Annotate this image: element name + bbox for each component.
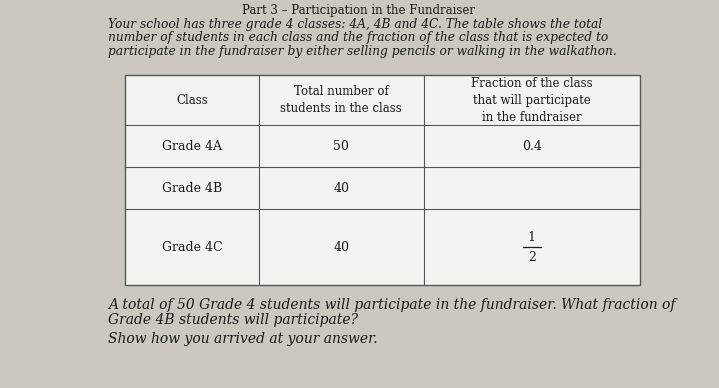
Text: 50: 50 [334,140,349,153]
Text: Grade 4A: Grade 4A [162,140,222,153]
Text: Grade 4B: Grade 4B [162,182,222,195]
Text: Your school has three grade 4 classes: 4A, 4B and 4C. The table shows the total: Your school has three grade 4 classes: 4… [108,18,602,31]
Text: Grade 4C: Grade 4C [162,241,222,254]
Text: Class: Class [176,94,208,107]
Text: number of students in each class and the fraction of the class that is expected : number of students in each class and the… [108,31,608,45]
Text: Fraction of the class
that will participate
in the fundraiser: Fraction of the class that will particip… [471,77,592,124]
Text: 0.4: 0.4 [522,140,542,153]
Text: 1: 1 [528,231,536,244]
Text: participate in the fundraiser by either selling pencils or walking in the walkat: participate in the fundraiser by either … [108,45,617,58]
Bar [125,75,640,285]
Text: 40: 40 [334,182,349,195]
Text: 2: 2 [528,251,536,264]
Text: Total number of
students in the class: Total number of students in the class [280,85,402,115]
Text: Show how you arrived at your answer.: Show how you arrived at your answer. [108,332,377,346]
Text: 40: 40 [334,241,349,254]
Text: Part 3 – Participation in the Fundraiser: Part 3 – Participation in the Fundraiser [242,4,475,17]
Text: Grade 4B students will participate?: Grade 4B students will participate? [108,313,358,327]
Text: A total of 50 Grade 4 students will participate in the fundraiser. What fraction: A total of 50 Grade 4 students will part… [108,298,675,312]
